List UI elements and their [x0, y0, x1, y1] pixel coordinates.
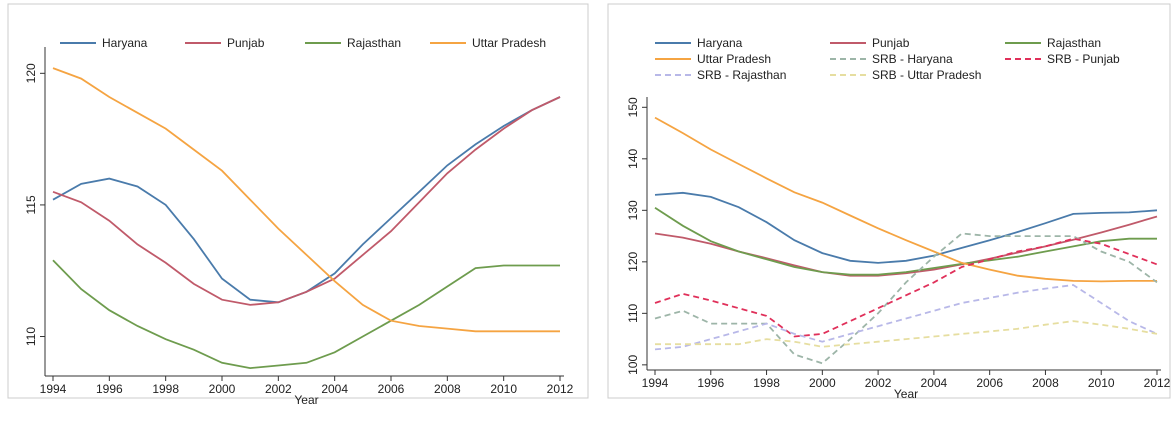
x-tick-label: 1996 [697, 376, 724, 390]
x-tick-label: 2006 [378, 382, 405, 396]
series-line [52, 96, 561, 306]
x-tick-label: 2000 [209, 382, 236, 396]
legend-label: SRB - Uttar Pradesh [872, 68, 981, 82]
y-tick-label: 140 [626, 148, 640, 168]
x-tick-label: 2004 [321, 382, 348, 396]
series-line [654, 116, 1157, 283]
legend-label: Haryana [697, 36, 743, 50]
x-tick-label: 2010 [1088, 376, 1115, 390]
x-tick-label: 2012 [1144, 376, 1171, 390]
series-line [654, 232, 1158, 365]
x-axis-label: Year [894, 387, 918, 401]
x-tick-label: 1998 [753, 376, 780, 390]
x-tick-label: 2000 [809, 376, 836, 390]
y-tick-label: 120 [626, 251, 640, 271]
series-line [655, 320, 1158, 348]
legend-label: Haryana [102, 36, 148, 50]
legend-label: SRB - Haryana [872, 52, 953, 66]
x-tick-label: 2006 [976, 376, 1003, 390]
y-tick-label: 115 [24, 195, 38, 214]
x-tick-label: 2008 [1032, 376, 1059, 390]
x-tick-label: 2002 [265, 382, 292, 396]
x-tick-label: 2010 [490, 382, 517, 396]
x-tick-label: 1996 [96, 382, 123, 396]
series-line [654, 206, 1157, 276]
legend-label: Punjab [872, 36, 910, 50]
panel-border [7, 3, 589, 399]
series-line [654, 191, 1158, 264]
x-axis-label: Year [294, 393, 318, 407]
series-line [52, 96, 561, 304]
y-tick-label: 130 [626, 200, 640, 220]
legend-label: Rajasthan [347, 36, 401, 50]
x-tick-label: 1994 [40, 382, 67, 396]
legend-label: SRB - Rajasthan [697, 68, 786, 82]
x-tick-label: 1994 [642, 376, 669, 390]
x-tick-label: 2002 [865, 376, 892, 390]
legend-label: Uttar Pradesh [472, 36, 546, 50]
series-line [52, 67, 560, 333]
y-tick-label: 110 [626, 303, 640, 322]
y-tick-label: 100 [626, 355, 640, 375]
series-line [654, 237, 1158, 338]
legend-label: Uttar Pradesh [697, 52, 771, 66]
series-line [654, 284, 1158, 351]
y-tick-label: 150 [626, 97, 640, 117]
x-tick-label: 1998 [152, 382, 179, 396]
y-tick-label: 120 [24, 63, 38, 83]
x-tick-label: 2012 [547, 382, 574, 396]
y-tick-label: 110 [24, 327, 38, 346]
series-line [654, 215, 1158, 277]
legend-label: SRB - Punjab [1047, 52, 1120, 66]
x-tick-label: 2004 [921, 376, 948, 390]
panel-border [607, 3, 1171, 399]
legend-label: Rajasthan [1047, 36, 1101, 50]
series-line [52, 259, 560, 370]
legend-label: Punjab [227, 36, 265, 50]
x-tick-label: 2008 [434, 382, 461, 396]
